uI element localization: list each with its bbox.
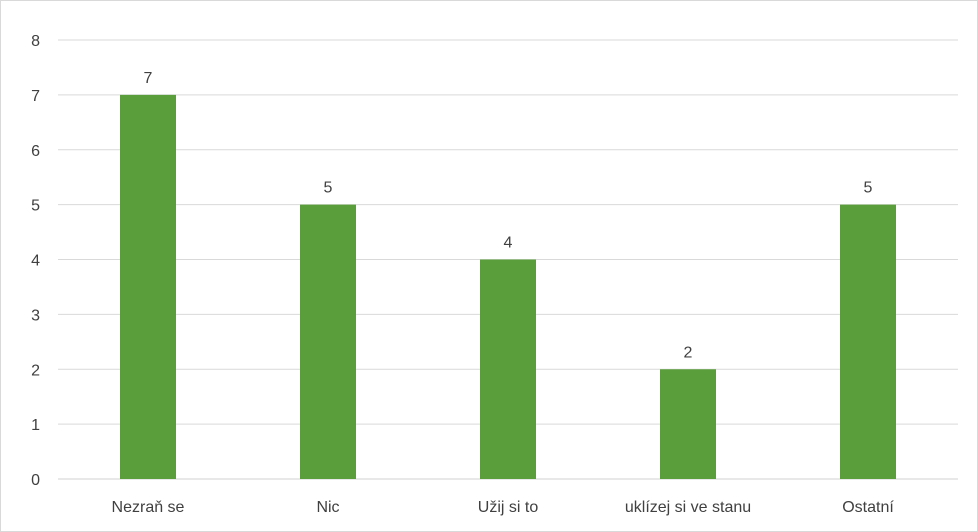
- data-label-4: 5: [864, 180, 873, 197]
- y-tick-label: 0: [31, 472, 40, 489]
- y-tick-label: 8: [31, 33, 40, 50]
- y-tick-label: 7: [31, 88, 40, 105]
- y-tick-label: 1: [31, 417, 40, 434]
- y-tick-label: 4: [31, 253, 40, 270]
- data-label-3: 2: [684, 344, 693, 361]
- data-label-2: 4: [504, 235, 513, 252]
- x-axis-category-labels: Nezraň se Nic Užij si to uklízej si ve stan…: [112, 499, 895, 516]
- bar-1: [300, 204, 356, 479]
- bar-3: [660, 369, 716, 479]
- y-tick-label: 2: [31, 362, 40, 379]
- bar-2: [480, 259, 536, 479]
- x-category-label-0: Nezraň se: [112, 499, 185, 516]
- x-category-label-1: Nic: [316, 499, 339, 516]
- bar-4: [840, 204, 896, 479]
- y-tick-label: 5: [31, 198, 40, 215]
- y-axis-tick-labels: 0 1 2 3 4 5 6 7 8: [31, 33, 40, 489]
- bars: [120, 94, 896, 479]
- x-category-label-3: uklízej si ve stanu: [625, 499, 751, 516]
- bar-0: [120, 94, 176, 479]
- y-tick-label: 6: [31, 143, 40, 160]
- gridlines: [58, 39, 958, 480]
- x-category-label-2: Užij si to: [478, 499, 539, 516]
- data-label-1: 5: [324, 180, 333, 197]
- y-tick-label: 3: [31, 307, 40, 324]
- data-labels: 7 5 4 2 5: [144, 70, 873, 361]
- data-label-0: 7: [144, 70, 153, 87]
- x-category-label-4: Ostatní: [842, 499, 894, 516]
